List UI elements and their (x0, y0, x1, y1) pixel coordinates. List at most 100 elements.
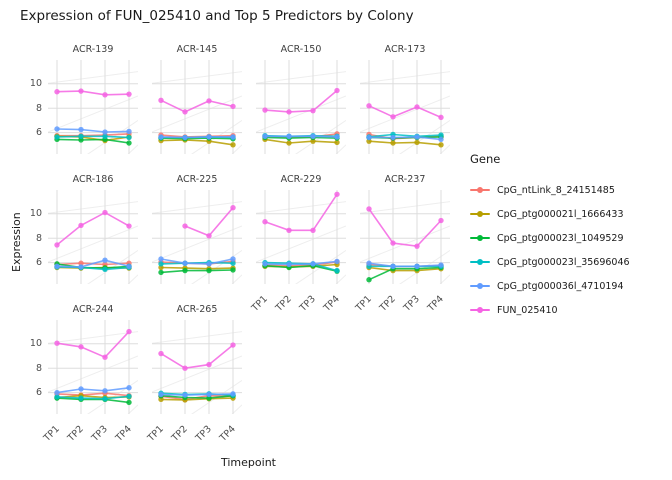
gridline (191, 380, 242, 414)
data-point-FUN_025410 (438, 217, 444, 224)
data-point-FUN_025410 (126, 328, 132, 335)
gridline (256, 71, 346, 84)
data-point-FUN_025410 (206, 361, 212, 368)
data-point-CpG_ptg000036l_4710194 (310, 261, 316, 267)
x-tick-label: TP1 (249, 293, 270, 314)
data-point-CpG_ptg000023l_35696046 (54, 134, 60, 140)
data-point-CpG_ptg000036l_4710194 (414, 263, 420, 269)
x-tick-label: TP1 (41, 423, 62, 444)
y-tick-label: 8 (35, 232, 42, 244)
x-tick-label: TP3 (297, 293, 318, 314)
series-line-CpG_ptg000023l_1049529 (160, 137, 234, 140)
facet-label-ACR-186: ACR-186 (72, 174, 114, 185)
data-point-CpG_ptg000023l_35696046 (102, 266, 108, 273)
gridline (256, 201, 346, 214)
y-tick-label: 10 (29, 338, 42, 350)
series-line-CpG_ptg000023l_35696046 (56, 395, 130, 400)
data-point-FUN_025410 (54, 89, 60, 95)
legend-key-icon (470, 209, 490, 219)
gridline (231, 274, 242, 284)
x-tick-label: TP1 (145, 423, 166, 444)
data-point-CpG_ptg000036l_4710194 (206, 391, 212, 398)
data-point-CpG_ptg000021l_1666433 (230, 142, 236, 148)
series-line-CpG_ptg000036l_4710194 (160, 393, 234, 396)
data-point-FUN_025410 (158, 97, 164, 103)
gridline (127, 274, 138, 284)
facet-label-ACR-244: ACR-244 (72, 304, 114, 315)
data-point-FUN_025410 (54, 340, 60, 346)
x-tick-label: TP2 (65, 423, 86, 444)
y-tick-label: 8 (35, 102, 42, 114)
data-point-CpG_ptg000023l_35696046 (438, 132, 444, 138)
data-point-CpG_ptg000036l_4710194 (102, 129, 108, 135)
data-point-CpG_ptg000023l_1049529 (158, 269, 164, 276)
series-line-CpG_ptg000021l_1666433 (264, 138, 338, 144)
gridline (231, 144, 242, 154)
data-point-CpG_ptg000023l_35696046 (158, 261, 164, 267)
plot-title: Expression of FUN_025410 and Top 5 Predi… (20, 8, 414, 24)
data-point-CpG_ptg000023l_1049529 (182, 267, 188, 274)
data-point-CpG_ptg000036l_4710194 (438, 262, 444, 268)
data-point-FUN_025410 (390, 240, 396, 246)
data-point-FUN_025410 (158, 350, 164, 357)
data-point-CpG_ptg000036l_4710194 (438, 136, 444, 143)
gridline (256, 225, 346, 263)
gridline (48, 225, 138, 263)
gridline (256, 95, 346, 133)
series-line-FUN_025410 (264, 89, 338, 113)
data-point-CpG_ptg000036l_4710194 (390, 263, 396, 269)
data-point-CpG_ptg000036l_4710194 (54, 389, 60, 396)
gridline (87, 380, 138, 414)
data-point-FUN_025410 (182, 223, 188, 229)
data-point-CpG_ptg000036l_4710194 (286, 261, 292, 268)
facet-panel-ACR-173 (360, 60, 450, 154)
legend-key-icon (470, 281, 490, 291)
data-point-FUN_025410 (262, 107, 268, 113)
y-tick-label: 6 (35, 257, 42, 269)
series-line-CpG_ptg000023l_1049529 (56, 138, 130, 144)
gridline (231, 404, 242, 414)
series-line-CpG_ptg000023l_1049529 (368, 266, 442, 281)
legend-item-CpG_ptg000023l_35696046: CpG_ptg000023l_35696046 (470, 250, 630, 274)
data-point-CpG_ptg000036l_4710194 (182, 134, 188, 141)
series-line-CpG_ptg000021l_1666433 (368, 140, 442, 146)
legend-item-CpG_ptg000021l_1666433: CpG_ptg000021l_1666433 (470, 202, 630, 226)
facet-label-ACR-225: ACR-225 (176, 174, 218, 185)
gridline (295, 120, 346, 154)
data-point-FUN_025410 (262, 219, 268, 225)
legend-item-CpG_ntLink_8_24151485: CpG_ntLink_8_24151485 (470, 178, 630, 202)
data-point-CpG_ptg000023l_35696046 (78, 133, 84, 139)
data-point-FUN_025410 (126, 91, 132, 97)
y-tick-label: 8 (35, 362, 42, 374)
series-line-CpG_ptg000023l_1049529 (160, 269, 234, 274)
data-point-CpG_ptg000036l_4710194 (158, 391, 164, 398)
data-point-CpG_ptg000023l_1049529 (230, 267, 236, 273)
data-point-FUN_025410 (182, 109, 188, 115)
legend-items: CpG_ntLink_8_24151485 CpG_ptg000021l_1666… (470, 178, 630, 322)
series-line-FUN_025410 (368, 208, 442, 248)
data-point-CpG_ptg000036l_4710194 (78, 264, 84, 270)
data-point-CpG_ptg000036l_4710194 (286, 133, 292, 139)
facet-label-ACR-150: ACR-150 (280, 44, 322, 55)
data-point-CpG_ptg000036l_4710194 (334, 258, 340, 265)
data-point-FUN_025410 (102, 92, 108, 98)
facet-panel-ACR-265 (152, 320, 242, 414)
gridline (360, 201, 450, 214)
data-point-FUN_025410 (230, 103, 236, 110)
legend: Gene CpG_ntLink_8_24151485 CpG_ptg000021l… (470, 152, 630, 322)
data-point-FUN_025410 (390, 114, 396, 120)
y-tick-label: 10 (29, 78, 42, 90)
series-line-CpG_ptg000036l_4710194 (368, 262, 442, 268)
legend-key-icon (470, 257, 490, 267)
y-tick-label: 10 (29, 208, 42, 220)
gridline (191, 120, 242, 154)
data-point-CpG_ptg000036l_4710194 (78, 126, 84, 133)
data-point-CpG_ptg000023l_35696046 (102, 133, 108, 139)
gridline (87, 250, 138, 284)
data-point-FUN_025410 (286, 227, 292, 233)
data-point-FUN_025410 (414, 104, 420, 110)
legend-item-label: CpG_ntLink_8_24151485 (497, 184, 615, 196)
data-point-FUN_025410 (206, 98, 212, 104)
legend-item-label: CpG_ptg000023l_35696046 (497, 256, 630, 268)
series-line-FUN_025410 (56, 331, 130, 359)
